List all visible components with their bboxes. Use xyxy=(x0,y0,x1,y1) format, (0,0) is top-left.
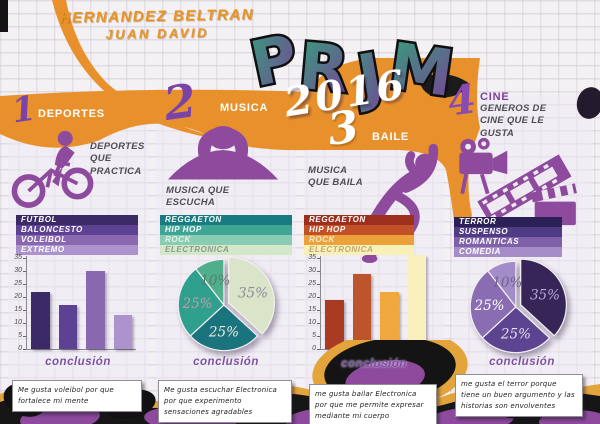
bar-chart-deportes: 0 5 10 15 20 25 30 35 xyxy=(10,254,142,355)
section-cine: 4 CINE GENEROS DE CINE QUE LE GUSTA xyxy=(445,75,592,424)
section-title-musica: MUSICA xyxy=(220,102,269,114)
conclusion-label-cine: conclusión xyxy=(489,356,555,368)
conclusion-note-deportes: Me gusta voleibol por que fortalece mi m… xyxy=(12,380,142,412)
section-title-baile: BAILE xyxy=(372,131,409,143)
section-subtitle-musica: MUSICA QUE ESCUCHA xyxy=(166,185,230,209)
conclusion-note-musica: Me gusta escuchar Electronica por que ex… xyxy=(158,380,292,423)
title-letter-p: P xyxy=(244,20,304,101)
film-camera-silhouette-icon xyxy=(459,137,577,226)
conclusion-label-musica: conclusión xyxy=(193,356,259,368)
musica-list: REGGAETON HIP HOP ROCK ELECTRONICA xyxy=(160,215,292,255)
graffiti-title: P R J M xyxy=(242,18,461,115)
title-letter-r: R xyxy=(296,30,352,108)
list-item: ROMANTICAS xyxy=(454,237,562,247)
column-panel-deportes xyxy=(8,95,148,424)
svg-text:25%: 25% xyxy=(500,327,531,343)
list-item: SUSPENSO xyxy=(454,227,562,237)
pie-chart-cine: 35% 25% 25% 10% xyxy=(456,255,580,366)
list-item: ELECTRONICA xyxy=(304,245,414,255)
column-panel-musica xyxy=(156,95,296,424)
bar-chart-baile: 0 5 10 15 20 25 30 35 xyxy=(304,254,436,355)
svg-text:10%: 10% xyxy=(492,275,522,291)
deportes-list: FUTBOL BALONCESTO VOLEIBOL EXTREMO xyxy=(16,215,138,255)
conclusion-label-baile: conclusión xyxy=(341,358,407,370)
list-item: ROCK xyxy=(160,235,292,245)
headphones-listener-silhouette-icon xyxy=(167,125,279,180)
list-item: ROCK xyxy=(304,235,414,245)
list-item: REGGAETON xyxy=(304,215,414,225)
baile-list: REGGAETON HIP HOP ROCK ELECTRONICA xyxy=(304,215,414,255)
list-item: HIP HOP xyxy=(160,225,292,235)
svg-text:10%: 10% xyxy=(200,273,230,289)
section-number-4: 4 xyxy=(444,75,479,126)
title-letter-m: M xyxy=(384,30,457,112)
list-item: COMEDIA xyxy=(454,247,562,257)
list-item: FUTBOL xyxy=(16,215,138,225)
section-deportes: 1 DEPORTES DEPORTES QUE PRACTICA FUTBOL … xyxy=(8,89,148,424)
bmx-rider-silhouette-icon xyxy=(11,130,94,208)
list-item: BALONCESTO xyxy=(16,225,138,235)
conclusion-note-baile: me gusta bailar Electronica por que me p… xyxy=(309,384,437,424)
list-item: ELECTRONICA xyxy=(160,245,292,255)
section-subtitle-deportes: DEPORTES QUE PRACTICA xyxy=(90,141,145,177)
conclusion-label-deportes: conclusión xyxy=(45,356,111,368)
list-item: REGGAETON xyxy=(160,215,292,225)
cine-list: TERROR SUSPENSO ROMANTICAS COMEDIA xyxy=(454,217,562,257)
list-item: VOLEIBOL xyxy=(16,235,138,245)
list-item: TERROR xyxy=(454,217,562,227)
section-title-deportes: DEPORTES xyxy=(38,108,105,120)
svg-text:35%: 35% xyxy=(238,285,268,301)
svg-text:35%: 35% xyxy=(530,287,560,303)
section-title-cine: CINE xyxy=(480,91,510,103)
svg-text:25%: 25% xyxy=(473,298,504,314)
pie-chart-musica: 35% 25% 25% 10% xyxy=(164,253,288,364)
svg-text:25%: 25% xyxy=(208,325,239,341)
section-musica: 2 MUSICA MUSICA QUE ESCUCHA REGGAETON HI… xyxy=(156,73,296,424)
section-subtitle-baile: MUSICA QUE BAILA xyxy=(308,165,363,189)
section-baile: 3 BAILE MUSICA QUE BAILA REGGAETON HIP H… xyxy=(304,95,444,424)
conclusion-note-cine: me gusta el terror porque tiene un buen … xyxy=(455,374,583,417)
list-item: EXTREMO xyxy=(16,245,138,255)
section-subtitle-cine: GENEROS DE CINE QUE LE GUSTA xyxy=(480,103,547,139)
list-item: HIP HOP xyxy=(304,225,414,235)
svg-text:25%: 25% xyxy=(181,296,212,312)
